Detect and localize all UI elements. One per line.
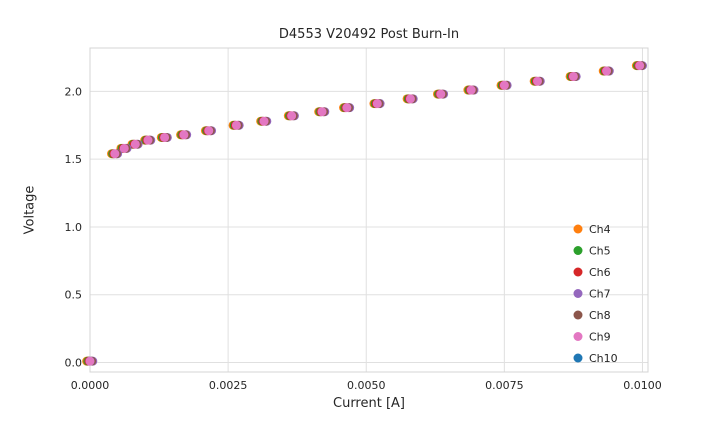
legend-dot-ch6 — [573, 267, 583, 277]
x-axis-label: Current [A] — [333, 396, 405, 411]
data-point-ch9 — [317, 107, 327, 117]
x-tick-label: 0.0000 — [71, 379, 110, 392]
data-point-ch9 — [372, 99, 382, 109]
legend-label-ch7: Ch7 — [589, 288, 611, 301]
x-tick-label: 0.0050 — [347, 379, 386, 392]
data-point-ch9 — [110, 149, 120, 159]
legend-label-ch9: Ch9 — [589, 331, 611, 344]
data-point-ch9 — [130, 139, 140, 149]
data-point-ch9 — [602, 66, 612, 76]
legend-dot-ch7 — [573, 289, 583, 298]
legend-label-ch5: Ch5 — [589, 245, 611, 258]
data-point-ch9 — [342, 103, 352, 113]
legend-label-ch8: Ch8 — [589, 309, 611, 322]
legend-label-ch10: Ch10 — [589, 352, 618, 365]
legend-label-ch6: Ch6 — [589, 266, 611, 279]
y-tick-label: 2.0 — [65, 85, 83, 98]
data-point-ch9 — [499, 80, 509, 90]
data-point-ch9 — [259, 116, 269, 126]
legend-dot-ch10 — [573, 353, 583, 363]
legend-label-ch4: Ch4 — [589, 223, 611, 236]
data-point-ch9 — [533, 76, 543, 86]
data-point-ch9 — [568, 71, 578, 81]
data-point-ch9 — [436, 89, 446, 99]
x-tick-label: 0.0025 — [209, 379, 248, 392]
y-tick-label: 1.0 — [65, 221, 83, 234]
data-point-ch9 — [405, 94, 415, 104]
plot-border — [89, 47, 649, 373]
legend-dot-ch4 — [573, 224, 583, 234]
data-point-ch9 — [119, 143, 129, 153]
y-tick-label: 0.0 — [65, 357, 83, 370]
legend-dot-ch8 — [573, 310, 583, 320]
data-point-ch9 — [287, 111, 297, 121]
data-point-ch9 — [160, 132, 170, 142]
y-tick-label: 0.5 — [65, 289, 83, 302]
legend-dot-ch5 — [573, 246, 583, 255]
x-tick-label: 0.0075 — [485, 379, 524, 392]
data-point-ch9 — [143, 135, 153, 145]
legend-dot-ch9 — [573, 332, 583, 341]
data-point-ch9 — [635, 61, 645, 71]
data-point-ch9 — [179, 130, 189, 140]
data-point-ch9 — [231, 120, 241, 130]
data-point-ch9 — [204, 126, 214, 136]
chart-title: D4553 V20492 Post Burn-In — [278, 27, 460, 42]
x-tick-label: 0.0100 — [623, 379, 662, 392]
y-tick-label: 1.5 — [65, 153, 83, 166]
data-point-ch9 — [466, 85, 476, 95]
data-point-ch9 — [85, 356, 95, 366]
